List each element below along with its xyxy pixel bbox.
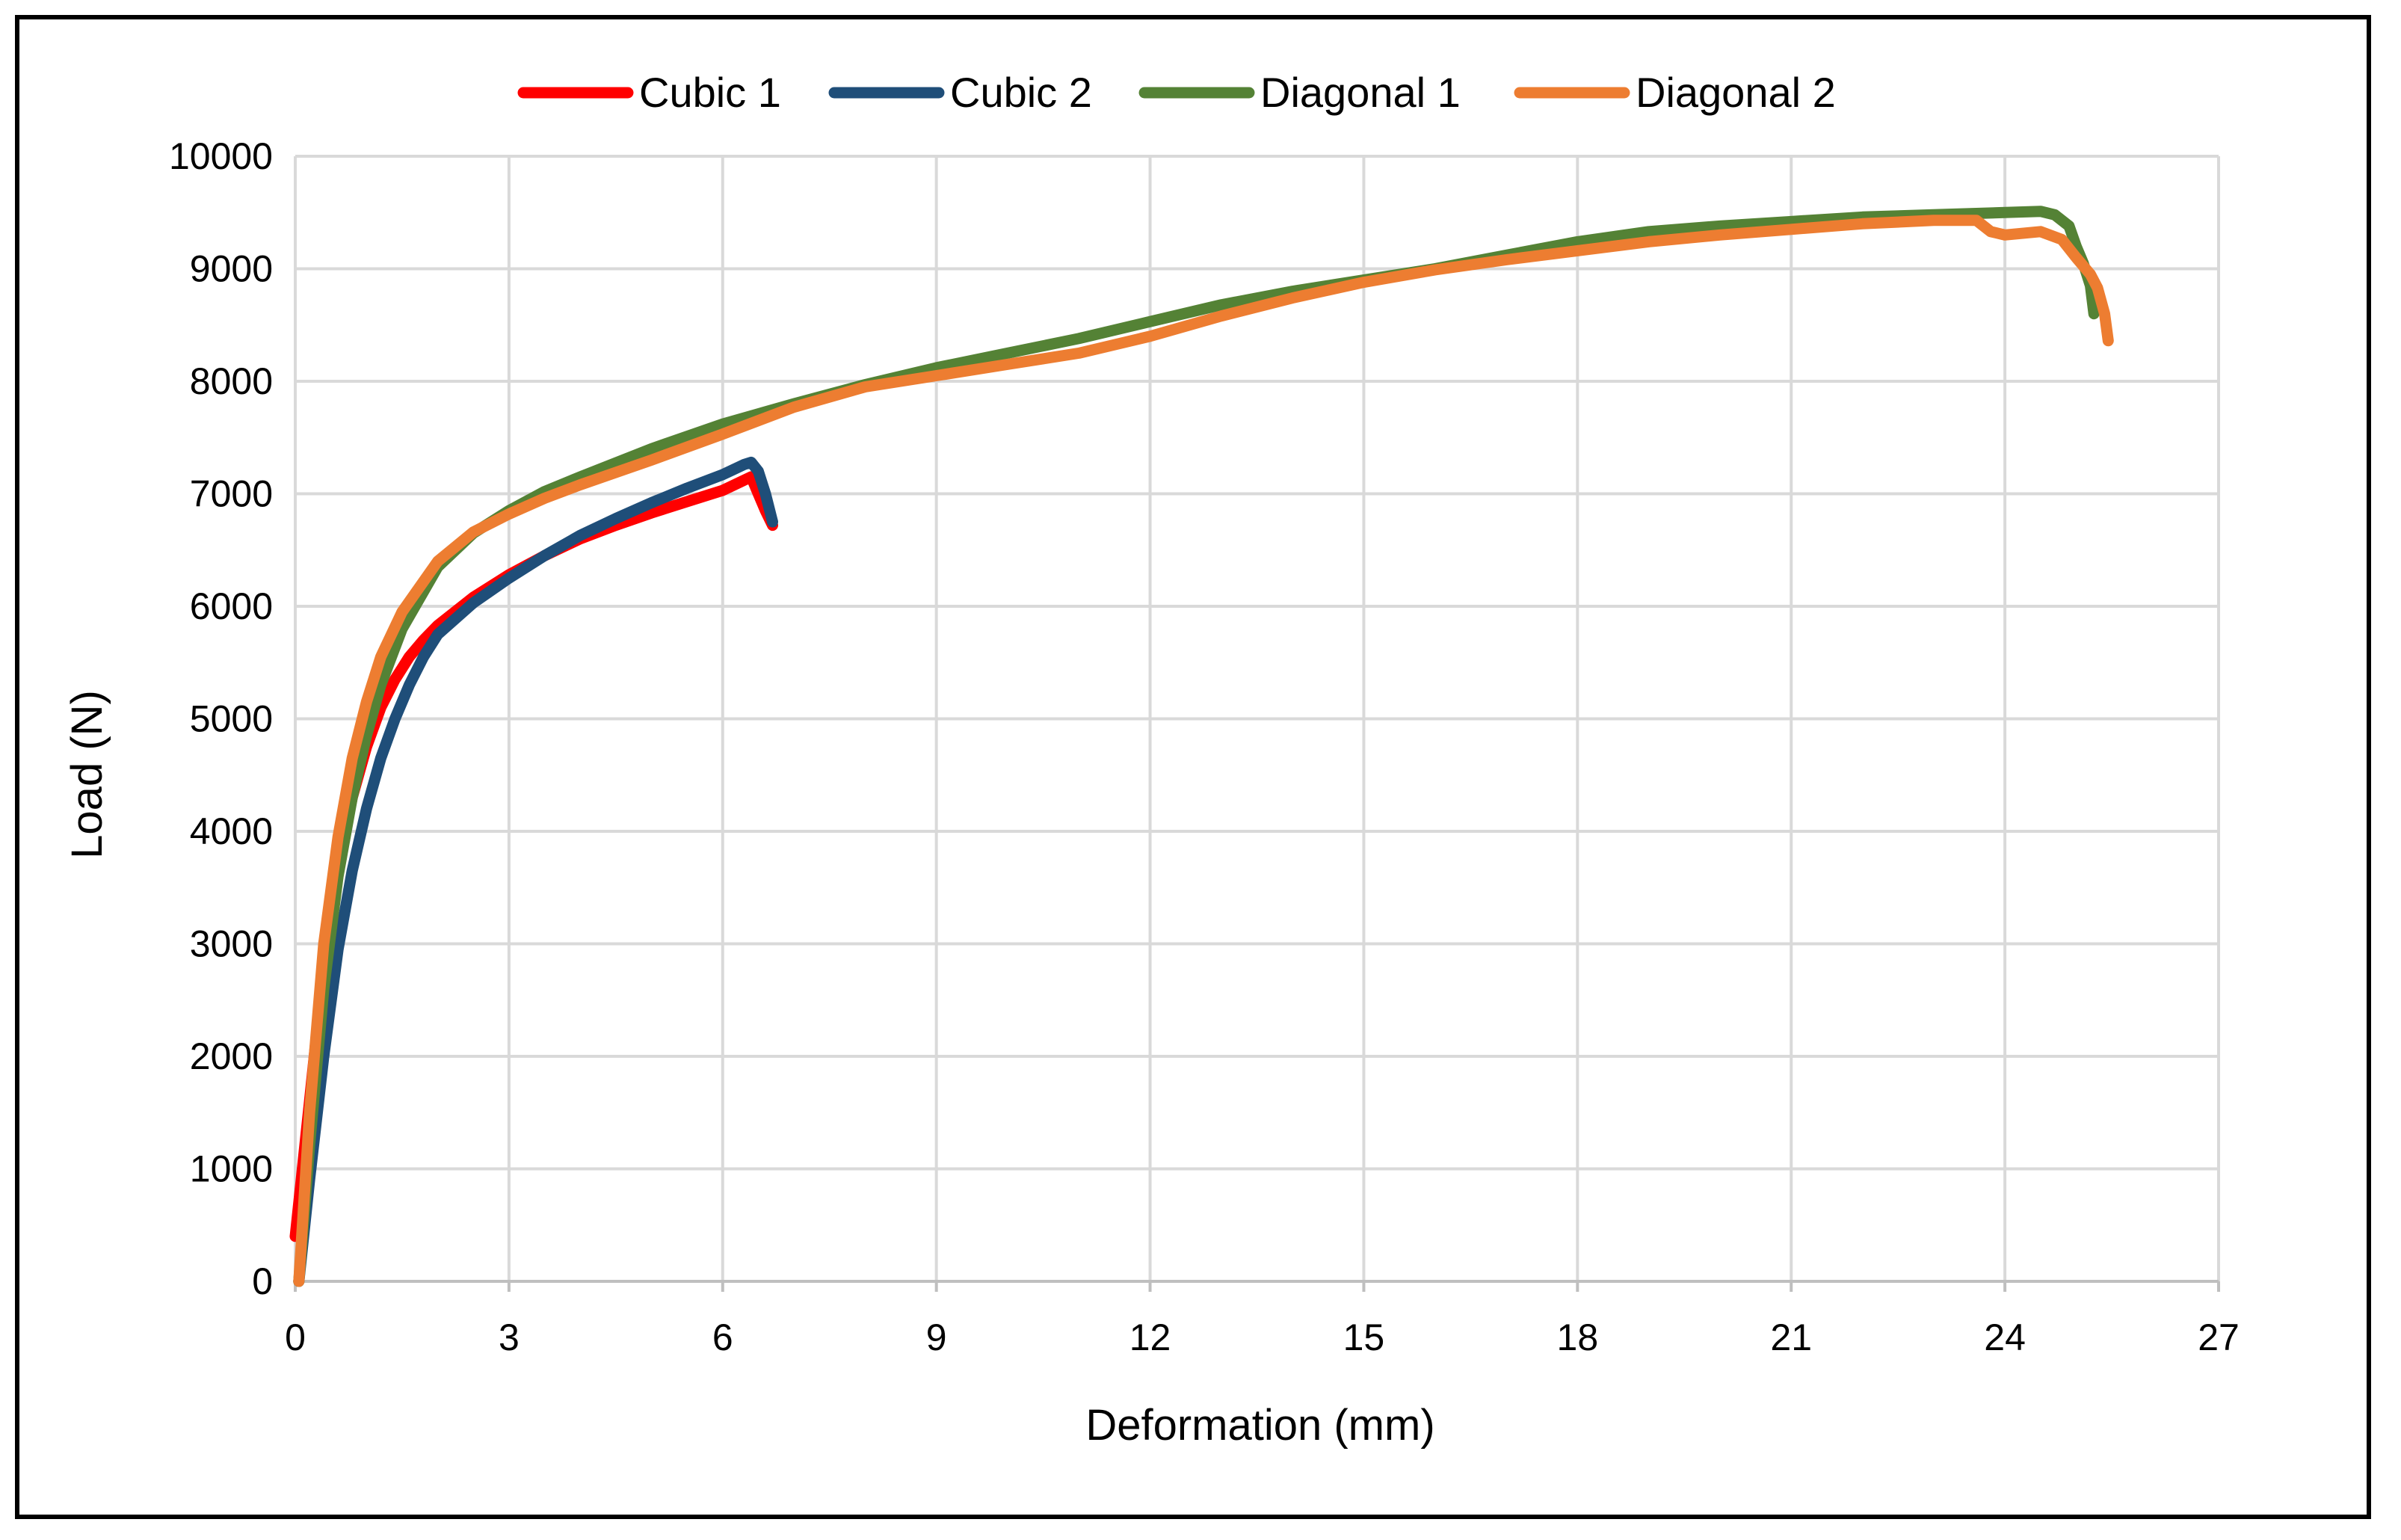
x-tick-label: 0 [285,1316,306,1358]
chart-frame: 0 1000 2000 3000 4000 5000 6000 7000 8000 9000 100… [15,15,2371,1519]
x-tick-label: 12 [1129,1316,1171,1358]
x-tick-label: 24 [1984,1316,2026,1358]
series-line-cubic-2 [293,456,778,1287]
series-lines [289,206,2114,1287]
x-tick-label: 6 [712,1316,733,1358]
y-tick-label: 2000 [190,1035,273,1077]
x-tick-label: 21 [1770,1316,1812,1358]
y-tick-label: 4000 [190,810,273,852]
x-tick-label: 27 [2198,1316,2240,1358]
legend-label-diagonal-1: Diagonal 1 [1260,69,1461,116]
x-tick-label: 18 [1557,1316,1599,1358]
axes: 0 1000 2000 3000 4000 5000 6000 7000 8000 9000 100… [169,135,2240,1358]
line-chart: 0 1000 2000 3000 4000 5000 6000 7000 8000 9000 100… [63,69,2240,1450]
y-tick-label: 0 [252,1260,273,1302]
grid [294,155,2220,1283]
y-tick-label: 5000 [190,698,273,740]
legend-label-cubic-1: Cubic 1 [639,69,781,116]
x-tick-label: 3 [499,1316,520,1358]
y-axis-title: Load (N) [63,690,111,859]
series-line-diagonal-2 [293,215,2114,1287]
legend: Cubic 1 Cubic 2 Diagonal 1 Diagonal 2 [517,69,1836,116]
y-tick-label: 3000 [190,923,273,965]
y-tick-label: 6000 [190,585,273,627]
y-tick-label: 7000 [190,473,273,515]
y-tick-label: 1000 [190,1148,273,1190]
legend-label-diagonal-2: Diagonal 2 [1636,69,1836,116]
y-tick-label: 10000 [169,135,273,177]
series-line-cubic-1 [289,471,778,1242]
y-tick-label: 9000 [190,248,273,290]
x-tick-label: 15 [1343,1316,1385,1358]
series-line-diagonal-1 [293,206,2100,1287]
legend-label-cubic-2: Cubic 2 [950,69,1092,116]
y-tick-label: 8000 [190,360,273,402]
x-axis-title: Deformation (mm) [1085,1401,1434,1450]
x-tick-label: 9 [926,1316,947,1358]
